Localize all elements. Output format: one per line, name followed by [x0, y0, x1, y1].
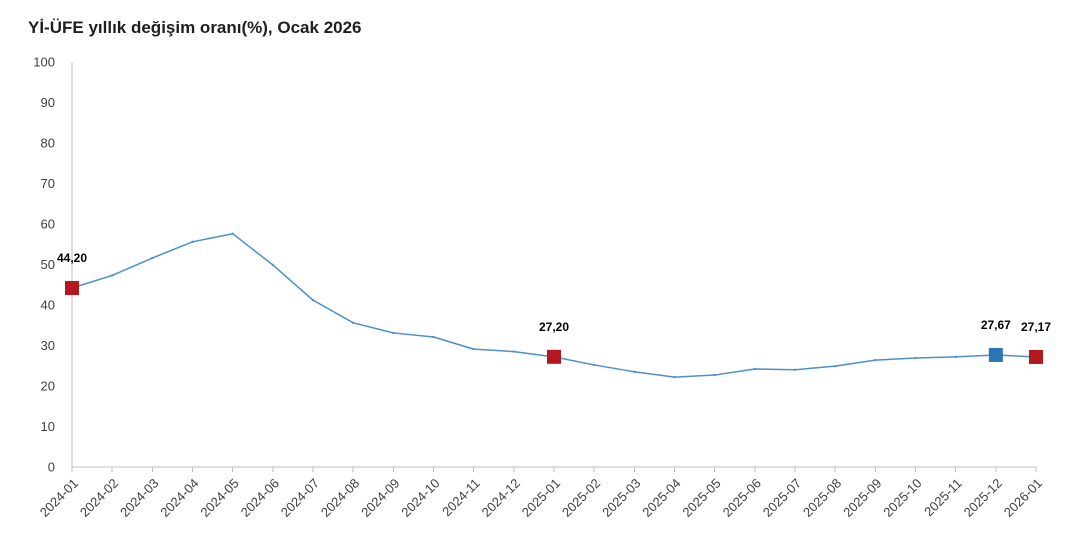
data-point-2025-10: [914, 356, 917, 360]
y-tick-label: 30: [41, 338, 55, 353]
y-tick-label: 80: [41, 136, 55, 151]
data-label-2025-12: 27,67: [981, 318, 1011, 332]
y-tick-label: 100: [33, 55, 55, 70]
data-label-2024-01: 44,20: [57, 251, 87, 265]
y-tick-label: 40: [41, 298, 55, 313]
highlight-marker-2025-01: [547, 349, 561, 364]
data-point-2024-04: [191, 240, 194, 244]
x-tick-label: 2024-07: [278, 476, 322, 520]
x-tick-label: 2025-06: [720, 476, 764, 520]
y-tick-label: 0: [48, 460, 55, 475]
x-tick-label: 2024-11: [439, 476, 483, 520]
x-tick-label: 2025-12: [961, 476, 1005, 520]
data-point-2025-03: [633, 370, 636, 374]
x-tick-label: 2024-05: [197, 476, 241, 520]
data-point-2024-09: [392, 331, 395, 335]
x-tick-label: 2024-03: [117, 476, 161, 520]
x-tick-label: 2025-02: [559, 476, 603, 520]
x-tick-label: 2025-08: [800, 476, 844, 520]
x-tick-label: 2025-03: [599, 476, 643, 520]
data-point-2024-10: [432, 335, 435, 339]
x-tick-label: 2024-04: [157, 476, 201, 520]
y-tick-label: 70: [41, 176, 55, 191]
x-tick-label: 2024-12: [479, 476, 523, 520]
x-tick-label: 2024-08: [318, 476, 362, 520]
y-tick-label: 90: [41, 95, 55, 110]
data-point-2024-06: [271, 263, 275, 267]
x-tick-label: 2025-11: [921, 476, 965, 520]
plot-area: 44,20 27,20 27,67 27,17: [57, 232, 1051, 379]
data-point-2025-02: [592, 363, 596, 367]
data-point-2024-03: [151, 256, 154, 260]
x-tick-label: 2025-09: [840, 476, 884, 520]
y-tick-label: 20: [41, 379, 55, 394]
data-point-2024-02: [110, 274, 114, 277]
x-tick-label: 2025-04: [639, 476, 683, 520]
y-tick-label: 60: [41, 217, 55, 232]
data-point-2025-04: [673, 375, 676, 379]
x-tick-label: 2025-05: [679, 476, 723, 520]
highlight-marker-2024-01: [65, 280, 79, 295]
data-point-2024-07: [311, 298, 315, 302]
y-tick-label: 10: [41, 419, 55, 434]
data-label-2025-01: 27,20: [539, 320, 569, 334]
x-tick-label: 2024-02: [77, 476, 121, 520]
y-axis: 0 10 20 30 40 50 60 70 80 90 100: [33, 55, 73, 475]
data-label-2026-01: 27,17: [1021, 320, 1051, 334]
x-tick-label: 2025-01: [519, 476, 563, 520]
x-tick-label: 2025-10: [880, 476, 924, 520]
x-tick-label: 2024-10: [398, 476, 442, 520]
x-axis: 2024-012024-022024-032024-042024-052024-…: [37, 466, 1045, 520]
data-point-2024-12: [512, 350, 516, 353]
x-tick-label: 2025-07: [760, 476, 804, 520]
data-point-2024-08: [351, 321, 355, 325]
data-point-2024-11: [472, 347, 475, 351]
chart-title: Yİ-ÜFE yıllık değişim oranı(%), Ocak 202…: [28, 18, 362, 37]
x-tick-label: 2026-01: [1001, 476, 1045, 520]
data-point-2025-11: [954, 355, 957, 359]
data-point-2025-05: [713, 373, 716, 377]
data-point-2024-05: [231, 232, 234, 235]
x-tick-label: 2024-09: [358, 476, 402, 520]
data-point-2025-06: [753, 367, 757, 371]
highlight-marker-2025-12: [988, 347, 1003, 362]
data-point-2025-07: [793, 368, 797, 371]
highlight-marker-2026-01: [1029, 349, 1043, 364]
data-point-2025-09: [874, 358, 877, 362]
x-tick-label: 2024-06: [238, 476, 282, 520]
data-point-2025-08: [833, 364, 837, 368]
x-tick-label: 2024-01: [37, 476, 81, 520]
y-tick-label: 50: [41, 257, 55, 272]
